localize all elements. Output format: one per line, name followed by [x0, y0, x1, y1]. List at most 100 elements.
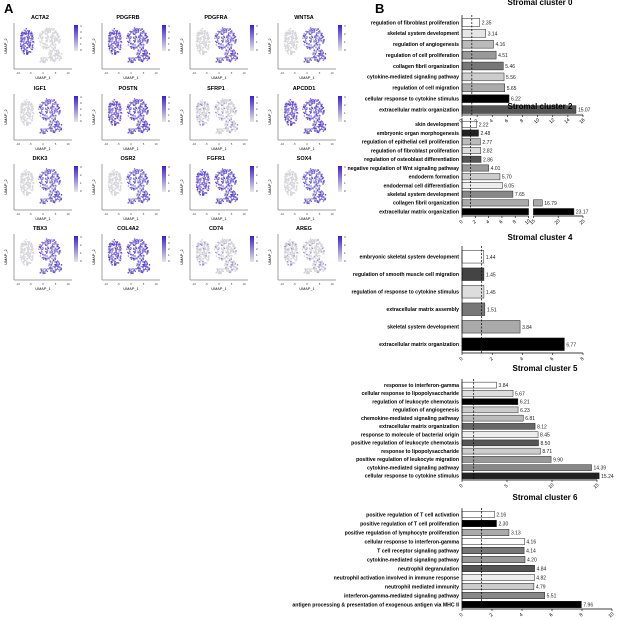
umap-point [319, 102, 322, 105]
umap-point [227, 108, 230, 110]
umap-point [19, 116, 22, 118]
umap-point [44, 117, 47, 120]
umap-x-tick: 5 [143, 71, 145, 75]
umap-point [148, 57, 150, 60]
umap-point [55, 39, 58, 42]
umap-point [138, 115, 140, 118]
umap-point [293, 43, 295, 46]
umap-point [208, 36, 211, 39]
umap-point [54, 114, 57, 116]
umap-point [59, 129, 61, 131]
umap-point [231, 110, 234, 113]
umap-point [196, 119, 199, 121]
umap-point [32, 36, 35, 39]
umap-y-label: UMAP_2 [4, 38, 8, 53]
umap-point [110, 45, 112, 48]
umap-point [231, 58, 233, 60]
umap-point [219, 127, 221, 130]
umap-point [43, 202, 45, 205]
umap-y-label: UMAP_2 [4, 179, 8, 194]
umap-point [45, 174, 47, 176]
umap-point [145, 173, 147, 176]
umap-point [317, 108, 320, 111]
umap-point [202, 36, 205, 39]
umap-point [121, 41, 123, 44]
umap-point [231, 31, 234, 34]
umap-point [219, 116, 221, 119]
umap-point [142, 114, 145, 116]
umap-point [319, 53, 321, 55]
umap-point [207, 35, 210, 38]
umap-point [112, 116, 115, 118]
umap-point [117, 122, 119, 124]
umap-point [28, 112, 30, 115]
umap-point [143, 172, 146, 175]
umap-point [222, 108, 224, 111]
umap-point [307, 101, 309, 104]
umap-point [291, 100, 293, 103]
umap-point [129, 59, 131, 61]
umap-x-tick: -5 [293, 71, 296, 75]
umap-point [225, 53, 228, 55]
umap-point [53, 176, 55, 178]
umap-point [23, 179, 26, 182]
umap-point [196, 103, 199, 105]
umap-point [130, 188, 133, 191]
umap-point [108, 36, 111, 39]
umap-point [133, 108, 135, 110]
umap-point [199, 46, 202, 49]
umap-point [306, 118, 309, 121]
umap-point [112, 48, 114, 51]
umap-point [56, 54, 59, 57]
umap-point [292, 31, 294, 33]
umap-point [304, 105, 306, 107]
umap-point [227, 129, 229, 131]
umap-point [24, 189, 26, 192]
umap-point [292, 35, 295, 38]
umap-x-tick: 10 [154, 142, 158, 146]
umap-point [222, 115, 224, 118]
umap-point [31, 105, 33, 107]
umap-point [310, 118, 312, 120]
umap-point [324, 53, 327, 55]
umap-point [48, 118, 50, 120]
umap-point [147, 180, 149, 182]
umap-point [220, 43, 222, 45]
umap-point [140, 60, 143, 62]
umap-point [49, 181, 51, 184]
umap-point [317, 28, 319, 30]
umap-point [144, 125, 147, 128]
umap-point [294, 102, 296, 105]
umap-point [206, 108, 209, 110]
umap-point [215, 104, 217, 107]
umap-point [295, 105, 297, 107]
umap-point [305, 112, 307, 114]
umap-point [207, 105, 209, 107]
umap-x-tick: 10 [330, 71, 334, 75]
umap-point [114, 40, 116, 43]
umap-point [295, 34, 297, 36]
umap-point [146, 36, 149, 38]
umap-point [132, 170, 134, 172]
umap-point [60, 57, 62, 60]
umap-point [233, 37, 235, 39]
umap-point [121, 182, 123, 185]
umap-point [133, 104, 135, 106]
umap-point [196, 38, 198, 40]
umap-point [145, 108, 147, 110]
umap-point [133, 169, 136, 171]
umap-point [313, 40, 315, 43]
umap-point [24, 45, 27, 47]
umap-point [284, 48, 287, 50]
umap-point [207, 48, 209, 51]
umap-point [119, 187, 122, 189]
umap-point [315, 118, 317, 120]
umap-point [202, 118, 204, 120]
umap-point [216, 34, 218, 36]
umap-point [129, 117, 132, 119]
umap-point [323, 58, 325, 60]
umap-point [225, 111, 227, 114]
umap-point [141, 106, 143, 108]
umap-point [109, 49, 111, 52]
umap-point [216, 107, 218, 109]
